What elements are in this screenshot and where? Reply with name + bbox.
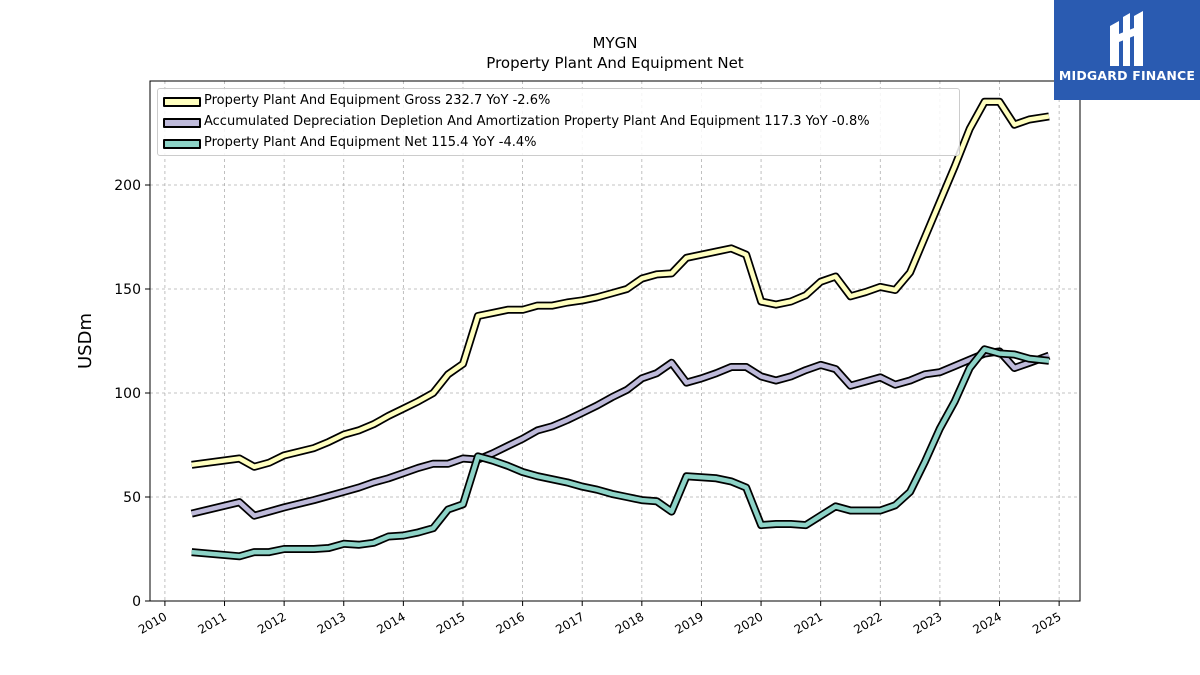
brand-name: MIDGARD FINANCE <box>1058 68 1196 83</box>
x-tick-label: 2018 <box>613 609 646 636</box>
chart-subtitle: Property Plant And Equipment Net <box>486 54 743 72</box>
x-tick-label: 2022 <box>851 609 884 636</box>
x-tick-label: 2015 <box>434 609 467 636</box>
x-tick-label: 2010 <box>136 609 169 636</box>
y-tick-label: 150 <box>114 282 141 298</box>
chart-title: MYGN <box>593 34 638 52</box>
series-layer <box>190 97 1051 561</box>
legend: Property Plant And Equipment Gross 232.7… <box>157 88 960 156</box>
y-tick-label: 200 <box>114 178 141 194</box>
series-outline-0 <box>191 97 1050 471</box>
legend-swatch-gross <box>163 97 201 107</box>
x-tick-label: 2017 <box>553 609 586 636</box>
legend-swatch-net <box>163 139 201 149</box>
brand-logo: MIDGARD FINANCE <box>1054 0 1200 100</box>
y-axis-label: USDm <box>75 313 96 369</box>
x-tick-label: 2016 <box>494 609 527 636</box>
x-tick-label: 2025 <box>1030 609 1063 636</box>
x-tick-label: 2014 <box>374 609 407 636</box>
x-tick-label: 2020 <box>732 609 765 636</box>
x-tick-label: 2019 <box>672 609 705 636</box>
legend-swatch-depreciation <box>163 118 201 128</box>
x-tick-label: 2023 <box>911 609 944 636</box>
grid <box>150 81 1080 601</box>
x-tick-label: 2011 <box>196 609 229 636</box>
series-line-0 <box>191 99 1050 470</box>
series-line-1 <box>191 349 1050 518</box>
legend-label-net: Property Plant And Equipment Net 115.4 Y… <box>204 135 537 150</box>
brand-mark-icon <box>1110 11 1143 66</box>
y-tick-label: 50 <box>123 490 141 506</box>
x-tick-label: 2013 <box>315 609 348 636</box>
x-tick-label: 2024 <box>971 609 1004 636</box>
y-tick-label: 100 <box>114 386 141 402</box>
plot-frame <box>149 80 1081 602</box>
x-tick-label: 2021 <box>792 609 825 636</box>
series-line-2 <box>191 347 1050 559</box>
x-tick-label: 2012 <box>255 609 288 636</box>
legend-label-gross: Property Plant And Equipment Gross 232.7… <box>204 93 551 108</box>
legend-label-depreciation: Accumulated Depreciation Depletion And A… <box>204 114 870 129</box>
y-tick-label: 0 <box>132 594 141 610</box>
